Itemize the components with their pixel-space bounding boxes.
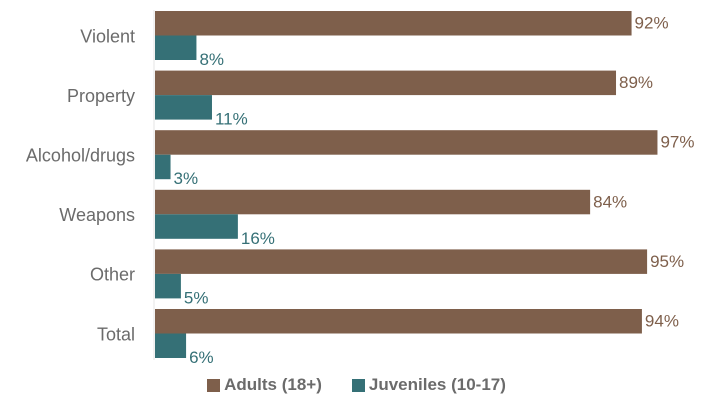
- labels-layer: Violent 92% 8% Property 89% 11% Alcohol/drugs 9…: [26, 13, 695, 367]
- category-label-other: Other: [90, 265, 135, 285]
- value-label-juveniles-other: 5%: [184, 288, 209, 307]
- bar-juveniles-violent: [155, 35, 197, 60]
- value-label-adults-weapons: 84%: [593, 192, 627, 211]
- legend-item-juveniles: Juveniles (10-17): [351, 375, 506, 395]
- bar-adults-total: [155, 309, 642, 334]
- category-label-violent: Violent: [80, 26, 135, 46]
- bar-adults-violent: [155, 11, 632, 36]
- value-label-adults-total: 94%: [645, 311, 679, 330]
- bars-layer: [155, 11, 658, 358]
- category-label-weapons: Weapons: [59, 205, 135, 225]
- bar-adults-alcohol-drugs: [155, 130, 658, 155]
- value-label-juveniles-weapons: 16%: [241, 229, 275, 248]
- value-label-juveniles-total: 6%: [189, 348, 214, 367]
- value-label-adults-violent: 92%: [635, 13, 669, 32]
- value-label-adults-property: 89%: [619, 73, 653, 92]
- value-label-juveniles-violent: 8%: [199, 50, 224, 69]
- bar-juveniles-total: [155, 333, 187, 358]
- value-label-adults-alcohol-drugs: 97%: [660, 133, 694, 152]
- value-label-juveniles-property: 11%: [215, 110, 248, 129]
- legend-item-adults: Adults (18+): [207, 375, 322, 395]
- value-label-juveniles-alcohol-drugs: 3%: [174, 169, 199, 188]
- category-label-property: Property: [67, 86, 135, 106]
- category-label-alcohol-drugs: Alcohol/drugs: [26, 145, 135, 165]
- bar-adults-weapons: [155, 189, 591, 215]
- category-label-total: Total: [97, 324, 135, 344]
- bar-juveniles-alcohol-drugs: [155, 154, 171, 180]
- bar-adults-property: [155, 70, 617, 96]
- legend: Adults (18+) Juveniles (10-17): [0, 375, 713, 395]
- legend-label-adults: Adults (18+): [224, 375, 322, 394]
- bar-juveniles-other: [155, 273, 181, 299]
- value-label-adults-other: 95%: [650, 252, 684, 271]
- bar-juveniles-weapons: [155, 214, 238, 239]
- legend-label-juveniles: Juveniles (10-17): [368, 375, 506, 394]
- legend-swatch-adults: [207, 378, 221, 392]
- bar-juveniles-property: [155, 95, 212, 120]
- bar-adults-other: [155, 249, 648, 274]
- legend-swatch-juveniles: [351, 378, 365, 392]
